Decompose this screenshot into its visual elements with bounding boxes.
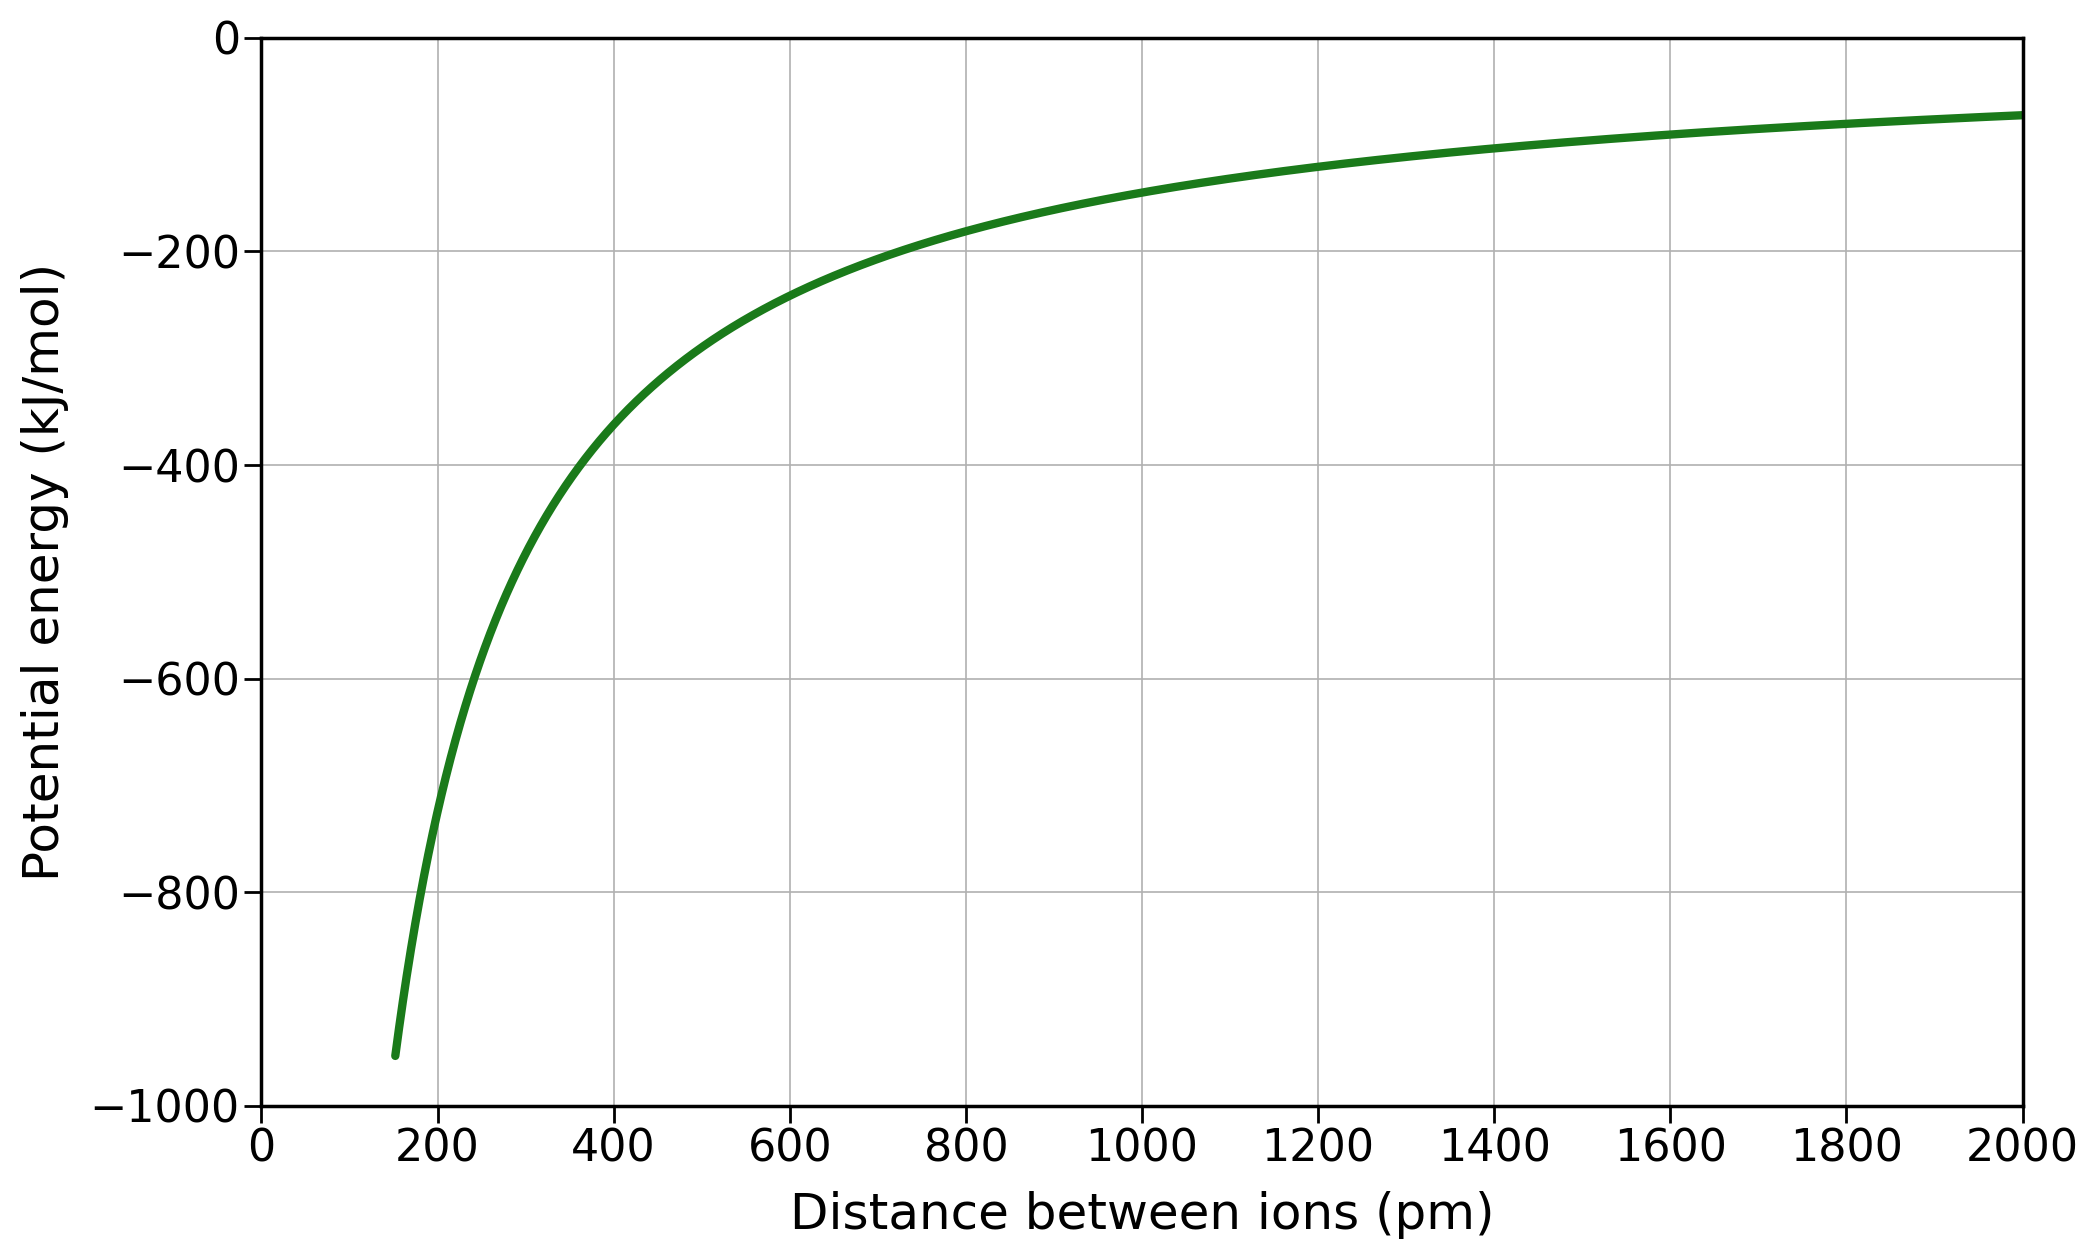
X-axis label: Distance between ions (pm): Distance between ions (pm) [790,1191,1495,1239]
Y-axis label: Potential energy (kJ/mol): Potential energy (kJ/mol) [21,263,69,881]
